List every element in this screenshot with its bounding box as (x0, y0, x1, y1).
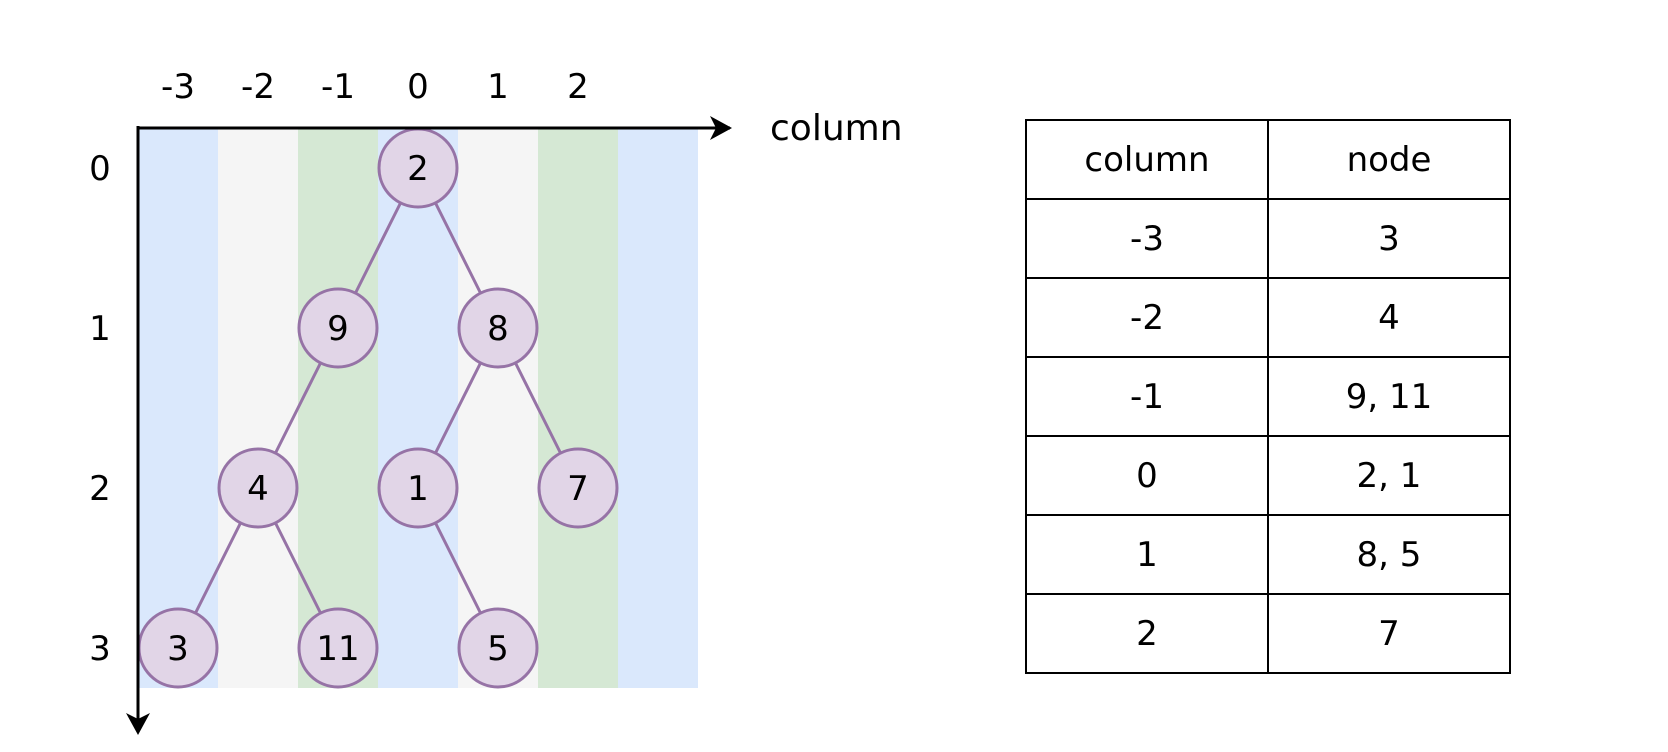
node-circle (297, 287, 379, 369)
column-tick-labels: -3 -2 -1 0 1 2 (161, 67, 589, 107)
axes: column (126, 108, 903, 735)
node-circle (457, 607, 539, 689)
tree-node: 4 (217, 447, 299, 529)
cell-column: 2 (1025, 593, 1269, 674)
tree-node: 11 (297, 607, 379, 689)
cell-node: 8, 5 (1267, 514, 1511, 595)
cell-column: -3 (1025, 198, 1269, 279)
node-value: 4 (247, 469, 269, 509)
node-value: 3 (167, 629, 189, 669)
node-circle (537, 447, 619, 529)
cell-column: -1 (1025, 356, 1269, 437)
column-stripe (138, 128, 218, 688)
table-header-row: column node (1025, 119, 1511, 200)
tree-node: 1 (377, 447, 459, 529)
node-circle (297, 607, 379, 689)
column-stripe (538, 128, 618, 688)
node-value: 11 (316, 629, 359, 669)
row-tick-label: 3 (89, 629, 111, 669)
cell-node: 7 (1267, 593, 1511, 674)
column-stripe (218, 128, 298, 688)
column-axis-arrowhead (710, 116, 732, 140)
cell-column: 1 (1025, 514, 1269, 595)
cell-node: 3 (1267, 198, 1511, 279)
table-row: -2 4 (1025, 277, 1511, 358)
tree-edge (434, 362, 482, 454)
column-tick-label: 2 (567, 67, 589, 107)
table-row: 0 2, 1 (1025, 435, 1511, 516)
tree-node: 5 (457, 607, 539, 689)
cell-node: 9, 11 (1267, 356, 1511, 437)
table-row: 1 8, 5 (1025, 514, 1511, 595)
column-node-table: column node -3 3 -2 4 -1 9, 11 0 2, 1 1 … (1025, 119, 1511, 674)
column-stripes (138, 128, 698, 688)
cell-column: -2 (1025, 277, 1269, 358)
tree-edge (194, 522, 242, 614)
tree-edge (434, 202, 482, 294)
tree-edge (514, 362, 562, 454)
tree-node: 7 (537, 447, 619, 529)
row-tick-label: 2 (89, 469, 111, 509)
tree-node: 9 (297, 287, 379, 369)
column-stripe (458, 128, 538, 688)
tree-node: 2 (377, 127, 459, 209)
cell-node: 2, 1 (1267, 435, 1511, 516)
row-tick-label: 1 (89, 309, 111, 349)
column-tick-label: -3 (161, 67, 195, 107)
column-stripe (618, 128, 698, 688)
tree-edges (194, 202, 562, 614)
column-tick-label: -1 (321, 67, 355, 107)
header-column: column (1025, 119, 1269, 200)
table-row: -1 9, 11 (1025, 356, 1511, 437)
tree-edge (354, 202, 402, 294)
table-row: -3 3 (1025, 198, 1511, 279)
node-value: 1 (407, 469, 429, 509)
column-tick-label: 0 (407, 67, 429, 107)
node-value: 2 (407, 149, 429, 189)
row-tick-label: 0 (89, 149, 111, 189)
cell-node: 4 (1267, 277, 1511, 358)
tree-nodes: 2 9 8 4 1 7 3 11 5 (137, 127, 619, 689)
column-tick-label: 1 (487, 67, 509, 107)
column-axis-title: column (770, 108, 903, 149)
column-stripe (378, 128, 458, 688)
column-stripe (298, 128, 378, 688)
tree-node: 3 (137, 607, 219, 689)
node-value: 8 (487, 309, 509, 349)
tree-edge (274, 522, 322, 614)
tree-edge (434, 522, 482, 614)
node-circle (377, 447, 459, 529)
tree-edge (274, 362, 322, 454)
node-value: 7 (567, 469, 589, 509)
node-value: 5 (487, 629, 509, 669)
node-circle (457, 287, 539, 369)
node-circle (217, 447, 299, 529)
row-axis-arrowhead (126, 713, 150, 735)
column-tick-label: -2 (241, 67, 275, 107)
table-row: 2 7 (1025, 593, 1511, 674)
cell-column: 0 (1025, 435, 1269, 516)
row-tick-labels: 0 1 2 3 (89, 149, 111, 669)
tree-node: 8 (457, 287, 539, 369)
header-node: node (1267, 119, 1511, 200)
node-value: 9 (327, 309, 349, 349)
